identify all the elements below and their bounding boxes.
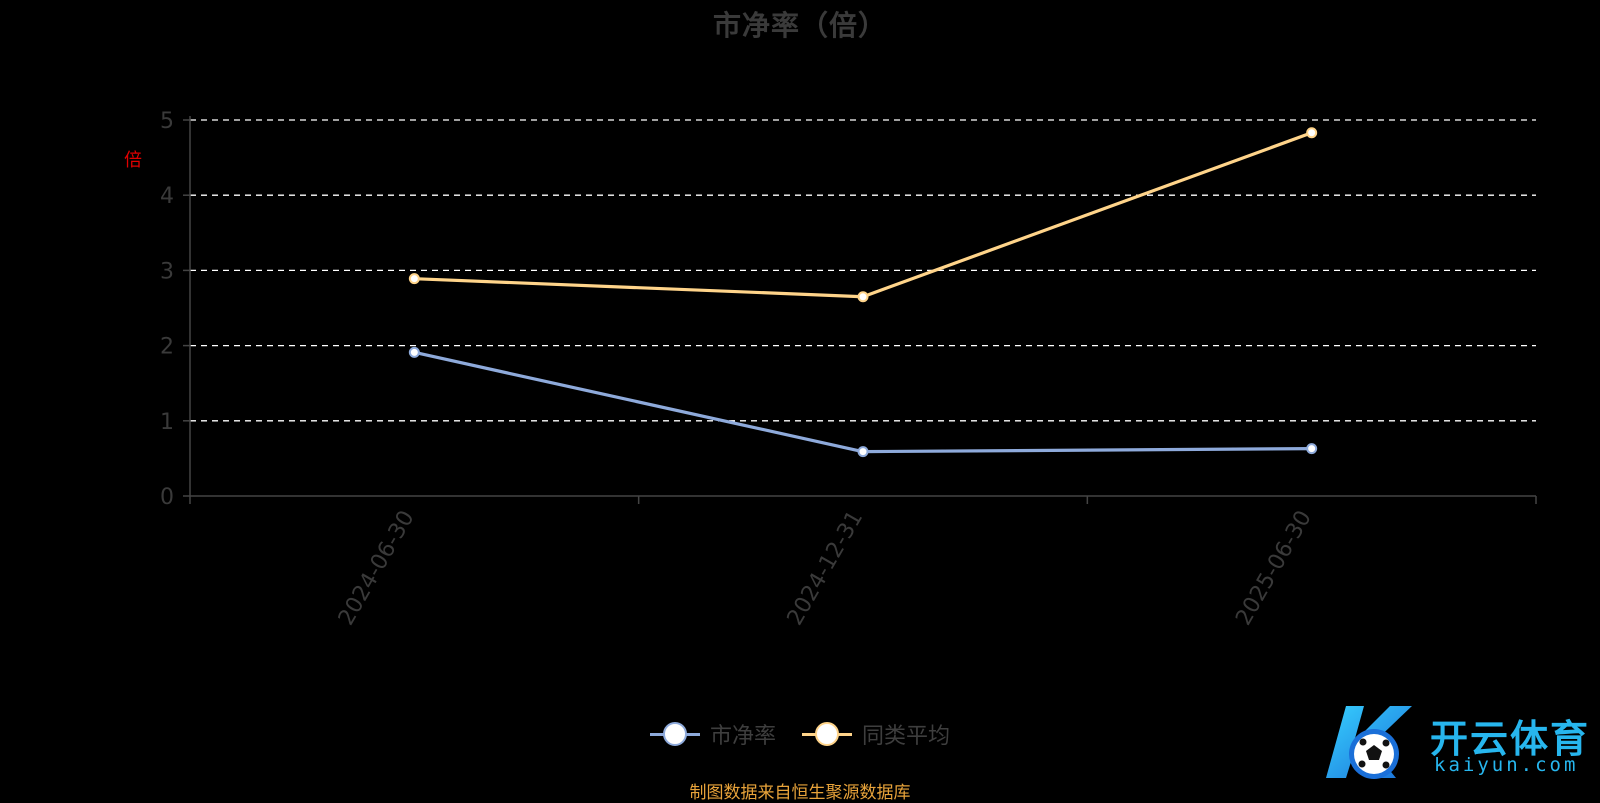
y-tick-label: 0 <box>160 485 174 510</box>
series-point-1 <box>1306 127 1318 139</box>
series-point-0 <box>408 346 420 358</box>
chart-title: 市净率（倍） <box>712 9 887 42</box>
legend: 市净率 同类平均 <box>0 718 1600 750</box>
watermark-url: kaiyun.com <box>1434 754 1579 776</box>
series-point-0 <box>857 446 869 458</box>
legend-label-peer-avg: 同类平均 <box>862 724 951 749</box>
watermark-logo: 开云体育 kaiyun.com <box>1312 698 1596 788</box>
legend-label-pb: 市净率 <box>709 724 776 749</box>
legend-swatch-peer-avg <box>802 721 852 747</box>
watermark-text: 开云体育 <box>1430 717 1591 761</box>
series-point-1 <box>408 273 420 285</box>
x-tick-label: 2025-06-30 <box>1231 507 1317 630</box>
series-line-0 <box>413 350 1312 454</box>
y-tick-label: 3 <box>160 259 174 284</box>
y-tick-label: 1 <box>160 410 174 435</box>
legend-item-pb[interactable]: 市净率 <box>649 718 776 750</box>
y-tick-label: 5 <box>160 109 174 134</box>
source-note: 制图数据来自恒生聚源数据库 <box>689 783 911 803</box>
soccer-ball-logo-icon <box>1326 706 1412 779</box>
x-tick-label: 2024-06-30 <box>334 507 420 630</box>
y-tick-label: 4 <box>160 184 174 209</box>
y-tick-label: 2 <box>160 335 174 360</box>
series-line-1 <box>414 131 1313 299</box>
series-point-1 <box>857 291 869 303</box>
legend-item-peer-avg[interactable]: 同类平均 <box>802 718 950 750</box>
series-point-0 <box>1306 443 1318 455</box>
legend-swatch-pb <box>649 721 700 747</box>
x-tick-label: 2024-12-31 <box>783 507 869 630</box>
y-axis-label: 倍 <box>121 150 142 168</box>
